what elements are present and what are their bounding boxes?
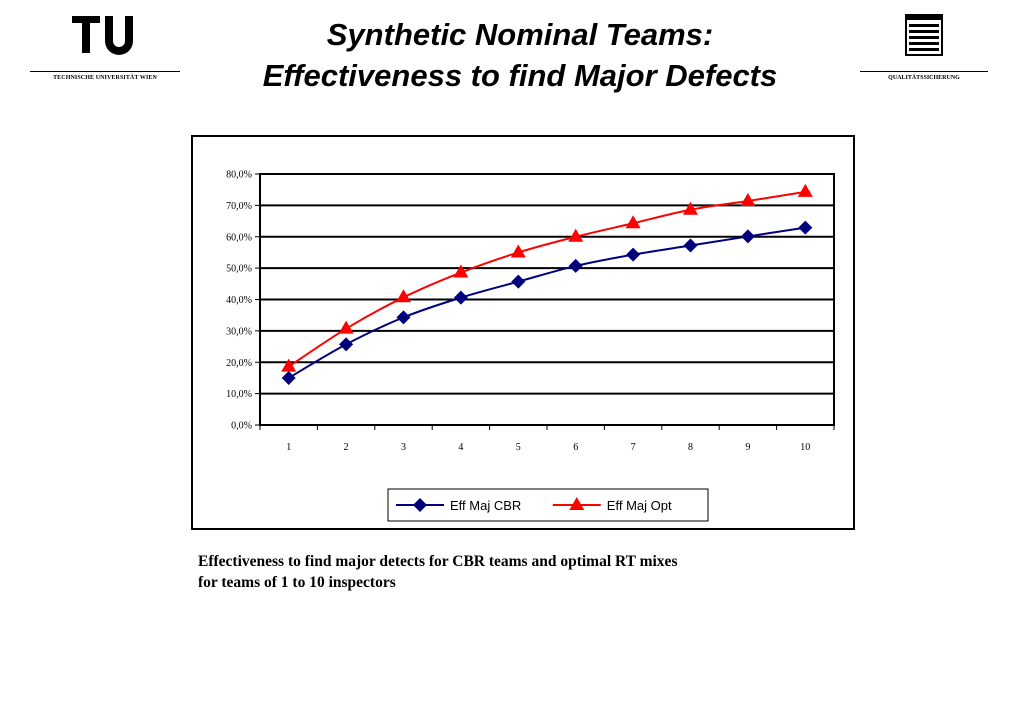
- department-name: QUALITÄTSSICHERUNG: [888, 75, 960, 81]
- y-tick-label: 60,0%: [226, 232, 252, 243]
- x-tick-label: 4: [458, 442, 463, 453]
- data-point-eff-maj-cbr: [339, 337, 354, 352]
- document-stack-icon: [905, 14, 943, 56]
- legend-box: [387, 488, 709, 522]
- x-tick-label: 2: [344, 442, 349, 453]
- data-point-eff-maj-cbr: [683, 238, 698, 253]
- figure-caption: Effectiveness to find major detects for …: [198, 551, 838, 593]
- y-tick-label: 70,0%: [226, 201, 252, 212]
- legend-label: Eff Maj CBR: [450, 498, 521, 513]
- x-tick-label: 7: [631, 442, 636, 453]
- qa-logo: QUALITÄTSSICHERUNG: [858, 14, 990, 81]
- y-tick-label: 40,0%: [226, 295, 252, 306]
- data-point-eff-maj-cbr: [740, 229, 755, 244]
- y-tick-label: 20,0%: [226, 358, 252, 369]
- data-point-eff-maj-cbr: [511, 274, 526, 289]
- legend-swatch-marker: [569, 497, 585, 510]
- line-chart: 0,0% 10,0% 20,0% 30,0% 40,0% 50,0% 60,0% 70,0% 8…: [226, 170, 835, 522]
- data-point-eff-maj-opt: [797, 183, 813, 197]
- data-point-eff-maj-opt: [338, 320, 354, 334]
- legend-label: Eff Maj Opt: [607, 498, 672, 513]
- title-line-1: Synthetic Nominal Teams:: [326, 17, 714, 52]
- x-tick-label: 1: [286, 442, 291, 453]
- data-point-eff-maj-opt: [625, 215, 641, 229]
- data-point-eff-maj-opt: [453, 264, 469, 278]
- caption-line-2: for teams of 1 to 10 inspectors: [198, 574, 396, 591]
- tu-wien-logo: TECHNISCHE UNIVERSITÄT WIEN: [28, 14, 182, 81]
- caption-line-1: Effectiveness to find major detects for …: [198, 553, 678, 570]
- x-tick-label: 8: [688, 442, 693, 453]
- y-tick-label: 0,0%: [231, 421, 252, 432]
- y-tick-label: 30,0%: [226, 326, 252, 337]
- data-point-eff-maj-cbr: [396, 310, 411, 325]
- y-tick-label: 80,0%: [226, 170, 252, 181]
- data-point-eff-maj-opt: [281, 358, 297, 372]
- data-point-eff-maj-cbr: [626, 247, 641, 262]
- data-point-eff-maj-opt: [510, 244, 526, 258]
- logo-divider: [860, 71, 988, 72]
- data-point-eff-maj-cbr: [798, 220, 813, 235]
- data-point-eff-maj-opt: [683, 201, 698, 215]
- data-point-eff-maj-opt: [396, 289, 411, 303]
- data-point-eff-maj-cbr: [281, 370, 296, 385]
- title-line-2: Effectiveness to find Major Defects: [262, 58, 778, 93]
- x-tick-label: 5: [516, 442, 521, 453]
- data-point-eff-maj-cbr: [568, 258, 583, 273]
- x-tick-label: 10: [800, 442, 810, 453]
- data-point-eff-maj-opt: [568, 228, 584, 242]
- x-tick-label: 6: [573, 442, 578, 453]
- university-name: TECHNISCHE UNIVERSITÄT WIEN: [53, 75, 157, 81]
- x-tick-label: 3: [401, 442, 406, 453]
- chart-container: 0,0% 10,0% 20,0% 30,0% 40,0% 50,0% 60,0% 70,0% 8…: [191, 135, 855, 530]
- page-title: Synthetic Nominal Teams: Effectiveness t…: [200, 14, 840, 96]
- logo-divider: [30, 71, 180, 72]
- y-tick-label: 10,0%: [226, 389, 252, 400]
- tu-logo-icon: [72, 16, 133, 55]
- x-tick-label: 9: [745, 442, 750, 453]
- data-point-eff-maj-opt: [740, 192, 756, 206]
- y-tick-label: 50,0%: [226, 264, 252, 275]
- series-line-eff-maj-opt: [288, 190, 806, 368]
- data-point-eff-maj-cbr: [453, 290, 468, 305]
- legend-swatch-marker: [413, 498, 427, 512]
- series-line-eff-maj-cbr: [288, 226, 806, 379]
